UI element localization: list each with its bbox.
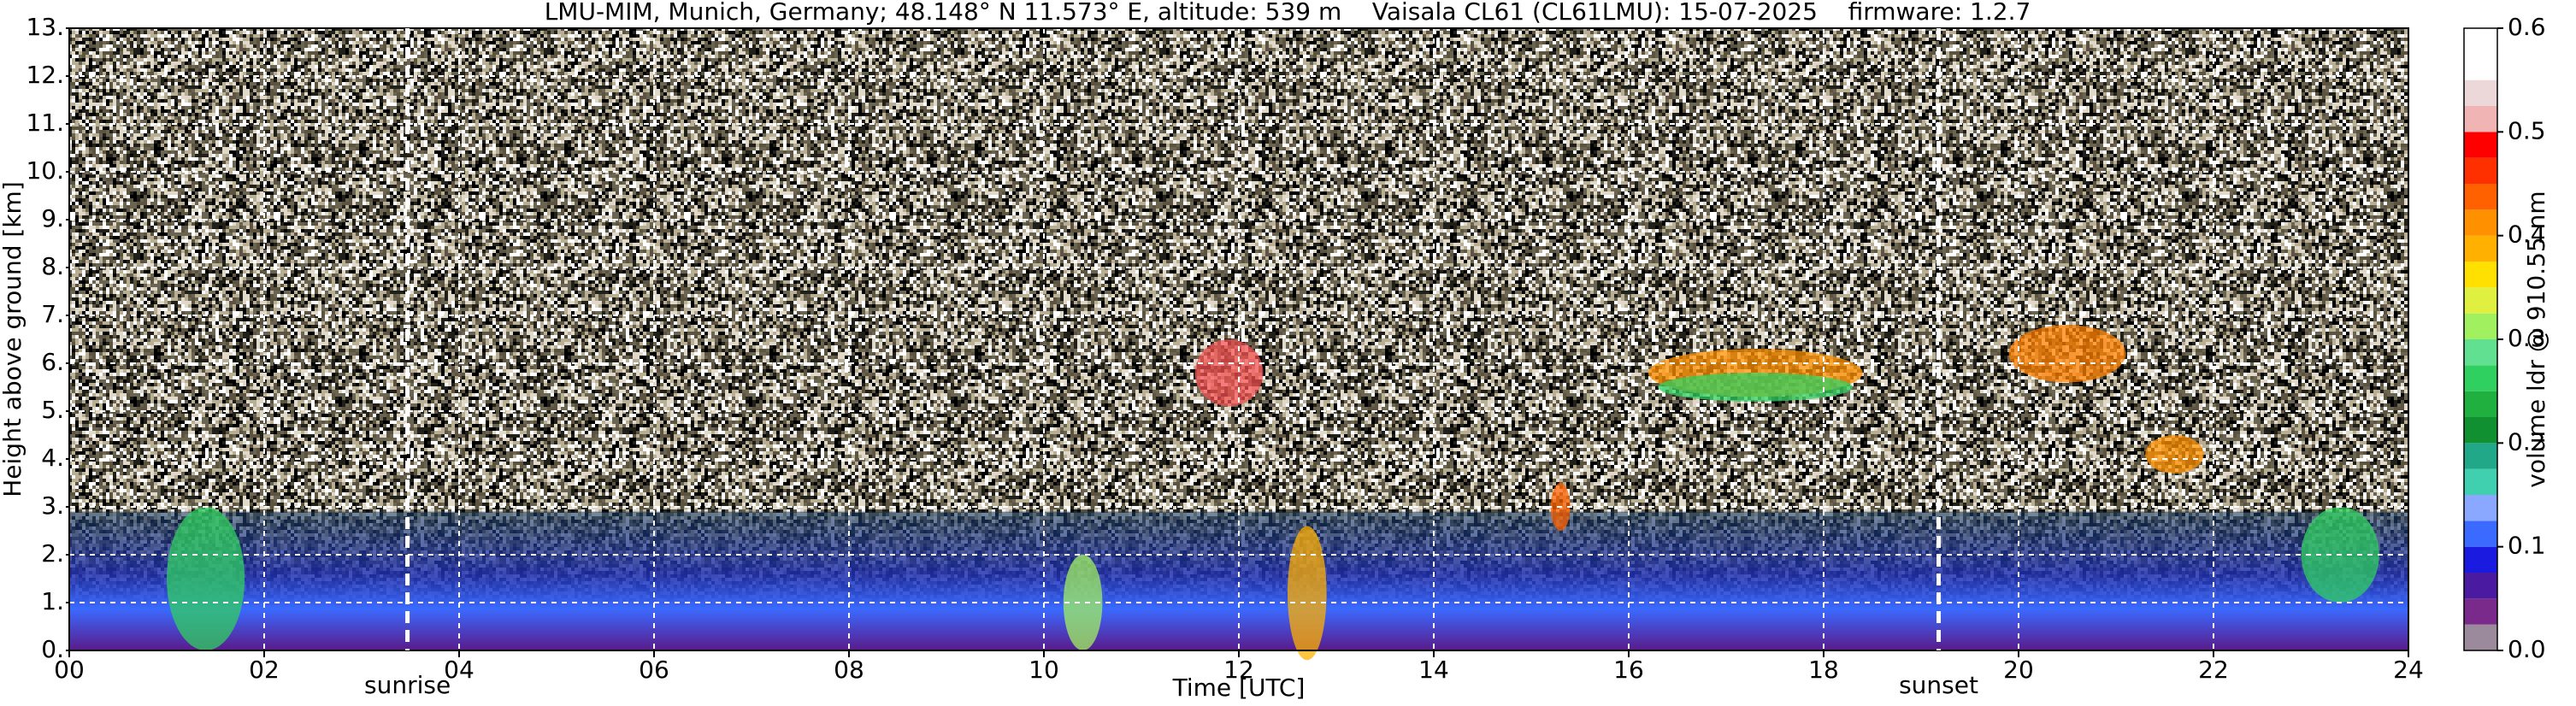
y-tick-label: 7. <box>41 300 64 328</box>
colorbar-label: volume ldr @ 910.55 nm <box>2522 191 2550 487</box>
x-tick-label: 00 <box>54 656 85 684</box>
y-tick-label: 3. <box>41 491 64 520</box>
x-tick-label: 20 <box>2003 656 2034 684</box>
y-tick-label: 4. <box>41 444 64 472</box>
annotation-label: sunrise <box>364 671 451 699</box>
colorbar-segment <box>2464 235 2497 262</box>
colorbar-segment <box>2464 313 2497 339</box>
x-tick-label: 14 <box>1418 656 1449 684</box>
y-tick-label: 5. <box>41 396 64 424</box>
colorbar-segment <box>2464 417 2497 444</box>
x-axis-label: Time [UTC] <box>1172 674 1306 702</box>
colorbar-segment <box>2464 209 2497 236</box>
colorbar-segment <box>2464 339 2497 366</box>
x-tick-label: 16 <box>1613 656 1644 684</box>
colorbar-segment <box>2464 28 2497 55</box>
cloud-feature <box>1288 526 1327 661</box>
colorbar-segment <box>2464 287 2497 314</box>
colorbar-segment <box>2464 262 2497 288</box>
y-tick-label: 1. <box>41 587 64 615</box>
colorbar-segment <box>2464 573 2497 599</box>
colorbar-segment <box>2464 546 2497 573</box>
x-tick-label: 18 <box>1808 656 1839 684</box>
y-tick-label: 6. <box>41 348 64 376</box>
colorbar-segment <box>2464 391 2497 417</box>
colorbar-segment <box>2464 157 2497 184</box>
colorbar-segment <box>2464 365 2497 391</box>
x-tick-label: 10 <box>1029 656 1059 684</box>
x-tick-label: 12 <box>1223 656 1254 684</box>
y-tick-label: 10. <box>26 156 64 185</box>
y-tick-label: 13. <box>26 13 64 41</box>
y-tick-label: 2. <box>41 539 64 568</box>
colorbar-segment <box>2464 495 2497 521</box>
y-tick-label: 8. <box>41 252 64 280</box>
colorbar-tick-label: 0.0 <box>2508 635 2546 663</box>
annotation-label: sunset <box>1899 671 1978 699</box>
colorbar-segment <box>2464 443 2497 469</box>
colorbar-segment <box>2464 521 2497 547</box>
colorbar-segment <box>2464 598 2497 625</box>
colorbar-segment <box>2464 79 2497 106</box>
colorbar-tick-label: 0.4 <box>2508 221 2546 249</box>
colorbar-segment <box>2464 54 2497 80</box>
cloud-feature <box>1063 555 1103 650</box>
x-tick-label: 04 <box>444 656 475 684</box>
colorbar-tick-label: 0.3 <box>2508 324 2546 352</box>
y-tick-label: 11. <box>26 109 64 137</box>
x-tick-label: 22 <box>2198 656 2229 684</box>
cloud-feature <box>1658 373 1854 402</box>
y-tick-label: 0. <box>41 635 64 663</box>
colorbar-tick-label: 0.5 <box>2508 116 2546 144</box>
cloud-feature <box>1194 339 1264 407</box>
colorbar-tick-label: 0.2 <box>2508 427 2546 456</box>
x-tick-label: 02 <box>249 656 280 684</box>
chart-title: LMU-MIM, Munich, Germany; 48.148° N 11.5… <box>545 0 2031 26</box>
x-tick-label: 08 <box>834 656 864 684</box>
x-tick-label: 06 <box>639 656 669 684</box>
cloud-feature <box>167 507 245 650</box>
colorbar-segment <box>2464 184 2497 210</box>
x-tick-label: 24 <box>2393 656 2424 684</box>
cloud-feature <box>2145 435 2204 474</box>
colorbar-segment <box>2464 132 2497 158</box>
colorbar-segment <box>2464 624 2497 650</box>
colorbar-tick-label: 0.1 <box>2508 532 2546 560</box>
plot-frame <box>68 27 2409 651</box>
y-tick-label: 9. <box>41 204 64 232</box>
y-tick-label: 12. <box>26 61 64 89</box>
colorbar-tick-label: 0.6 <box>2508 13 2546 41</box>
colorbar-segment <box>2464 106 2497 132</box>
cloud-feature <box>2008 325 2126 383</box>
y-axis-label: Height above ground [km] <box>0 181 27 497</box>
colorbar-segment <box>2464 468 2497 495</box>
